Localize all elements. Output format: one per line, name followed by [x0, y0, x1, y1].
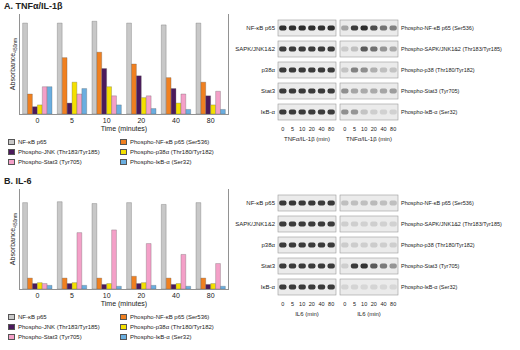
html-text:B. IL-6: B. IL-6 [4, 176, 32, 186]
svg-text:40: 40 [318, 301, 324, 307]
svg-text:SAPK/JNK1&2: SAPK/JNK1&2 [235, 46, 275, 52]
svg-text:0: 0 [35, 117, 39, 124]
svg-text:Phospho-NF-κB p65 (Ser536): Phospho-NF-κB p65 (Ser536) [401, 25, 474, 31]
svg-text:5: 5 [291, 301, 294, 307]
svg-text:Absorbance​450nm​: Absorbance​450nm​ [9, 213, 17, 265]
svg-text:TNFα/IL-1β (min): TNFα/IL-1β (min) [284, 136, 330, 142]
svg-text:40: 40 [380, 126, 386, 132]
svg-text:80: 80 [328, 301, 334, 307]
svg-text:p38α: p38α [262, 242, 276, 248]
svg-text:20: 20 [137, 292, 145, 299]
html-text:Phospho-Stat3 (Tyr705): Phospho-Stat3 (Tyr705) [18, 159, 82, 166]
svg-text:Phospho-SAPK/JNK1&2 (Thr183/Ty: Phospho-SAPK/JNK1&2 (Thr183/Tyr185) [401, 221, 502, 227]
svg-text:5: 5 [353, 301, 356, 307]
html-text:Phospho-p38α (Thr180/Tyr182): Phospho-p38α (Thr180/Tyr182) [130, 149, 214, 156]
svg-text:80: 80 [207, 292, 215, 299]
svg-text:Stat3: Stat3 [261, 263, 276, 269]
svg-text:20: 20 [371, 126, 377, 132]
svg-text:IκB-α: IκB-α [261, 109, 276, 115]
svg-text:80: 80 [390, 301, 396, 307]
svg-text:Time (minutes): Time (minutes) [101, 300, 147, 308]
html-text:Phospho-Stat3 (Tyr705): Phospho-Stat3 (Tyr705) [18, 334, 82, 341]
svg-text:10: 10 [103, 117, 111, 124]
svg-text:Phospho-p38 (Thr180/Tyr182): Phospho-p38 (Thr180/Tyr182) [401, 67, 475, 73]
svg-text:IL6 (min): IL6 (min) [295, 311, 319, 317]
html-text:NF-κB p65: NF-κB p65 [18, 314, 47, 321]
svg-text:20: 20 [371, 301, 377, 307]
svg-text:NF-κB p65: NF-κB p65 [246, 25, 275, 31]
svg-text:5: 5 [291, 126, 294, 132]
svg-text:Phospho-NF-κB p65 (Ser536): Phospho-NF-κB p65 (Ser536) [401, 200, 474, 206]
svg-text:IκB-α: IκB-α [261, 284, 276, 290]
svg-text:5: 5 [353, 126, 356, 132]
svg-text:0: 0 [281, 301, 284, 307]
svg-text:Phospho-p38 (Thr180/Tyr182): Phospho-p38 (Thr180/Tyr182) [401, 242, 475, 248]
svg-text:80: 80 [390, 126, 396, 132]
html-text:Phospho-NF-κB p65 (Ser536): Phospho-NF-κB p65 (Ser536) [130, 314, 210, 321]
svg-text:Stat3: Stat3 [261, 88, 276, 94]
svg-text:IL6 (min): IL6 (min) [357, 311, 381, 317]
svg-text:5: 5 [70, 117, 74, 124]
svg-text:40: 40 [172, 292, 180, 299]
html-text:Phospho-JNK (Thr183/Tyr185): Phospho-JNK (Thr183/Tyr185) [18, 149, 100, 156]
svg-text:20: 20 [309, 126, 315, 132]
html-text:Phospho-IκB-α (Ser32): Phospho-IκB-α (Ser32) [130, 159, 192, 166]
svg-text:SAPK/JNK1&2: SAPK/JNK1&2 [235, 221, 275, 227]
html-text:NF-κB p65: NF-κB p65 [18, 139, 47, 146]
svg-text:TNFα/IL-1β (min): TNFα/IL-1β (min) [346, 136, 392, 142]
svg-text:Time (minutes): Time (minutes) [101, 125, 147, 133]
svg-text:Absorbance​450nm​: Absorbance​450nm​ [9, 38, 17, 90]
svg-text:0: 0 [35, 292, 39, 299]
svg-text:80: 80 [207, 117, 215, 124]
svg-text:40: 40 [172, 117, 180, 124]
html-text:Phospho-JNK (Thr183/Tyr185): Phospho-JNK (Thr183/Tyr185) [18, 324, 100, 331]
svg-text:20: 20 [309, 301, 315, 307]
svg-text:10: 10 [361, 301, 367, 307]
svg-text:40: 40 [318, 126, 324, 132]
html-text:A. TNFα/IL-1β: A. TNFα/IL-1β [4, 1, 63, 11]
html-text:Phospho-NF-κB p65 (Ser536): Phospho-NF-κB p65 (Ser536) [130, 139, 210, 146]
svg-text:80: 80 [328, 126, 334, 132]
html-text:Phospho-IκB-α (Ser32): Phospho-IκB-α (Ser32) [130, 334, 192, 341]
svg-text:10: 10 [299, 126, 305, 132]
svg-text:Phospho-Stat3 (Tyr705): Phospho-Stat3 (Tyr705) [401, 263, 460, 269]
svg-text:0: 0 [281, 126, 284, 132]
svg-text:Phospho-IκB-α (Ser32): Phospho-IκB-α (Ser32) [401, 109, 458, 115]
svg-text:Phospho-SAPK/JNK1&2 (Thr183/Ty: Phospho-SAPK/JNK1&2 (Thr183/Tyr185) [401, 46, 502, 52]
svg-text:20: 20 [137, 117, 145, 124]
svg-text:0: 0 [343, 126, 346, 132]
svg-text:10: 10 [299, 301, 305, 307]
svg-text:Phospho-Stat3 (Tyr705): Phospho-Stat3 (Tyr705) [401, 88, 460, 94]
svg-text:Phospho-IκB-α (Ser32): Phospho-IκB-α (Ser32) [401, 284, 458, 290]
svg-text:10: 10 [103, 292, 111, 299]
svg-text:p38α: p38α [262, 67, 276, 73]
svg-text:0: 0 [343, 301, 346, 307]
svg-text:10: 10 [361, 126, 367, 132]
svg-text:5: 5 [70, 292, 74, 299]
svg-text:NF-κB p65: NF-κB p65 [246, 200, 275, 206]
svg-text:40: 40 [380, 301, 386, 307]
html-text:Phospho-p38α (Thr180/Tyr182): Phospho-p38α (Thr180/Tyr182) [130, 324, 214, 331]
